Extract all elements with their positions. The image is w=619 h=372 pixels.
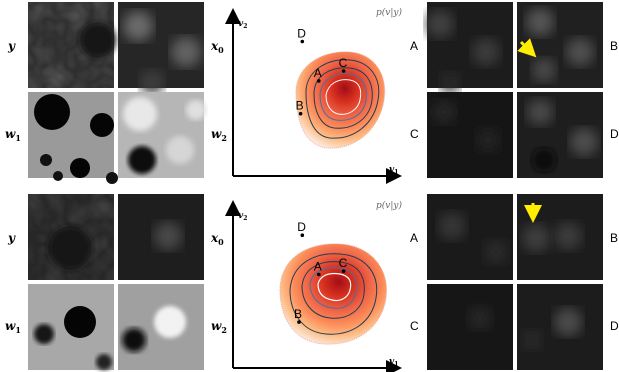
posterior-density <box>295 51 386 149</box>
axis-label-v1: v1 <box>389 357 398 368</box>
latent-point-label-c: C <box>339 56 348 70</box>
axis-label-v2: v2 <box>238 211 247 222</box>
density-label: p(v|y) <box>376 200 402 211</box>
latent-point-label-a: A <box>314 260 322 274</box>
row-1: y w1 <box>5 2 619 184</box>
observation-blurred-image <box>118 194 204 280</box>
input-label-x0: x0 <box>210 39 224 55</box>
sample-label-b: B <box>610 39 618 53</box>
input-label-w2: w2 <box>211 127 227 143</box>
mask-blurred-image <box>118 92 206 178</box>
sample-grid <box>426 2 603 178</box>
mask-image <box>28 92 118 184</box>
observation-image <box>28 2 116 88</box>
latent-axes: v2 v1 p(v|y) <box>225 7 402 184</box>
sample-a <box>427 194 513 280</box>
yellow-arrow-icon <box>517 38 537 58</box>
sample-c <box>427 92 513 178</box>
sample-label-a: A <box>410 231 418 245</box>
latent-point-c <box>341 69 346 73</box>
row-label-w: w1 <box>5 127 21 143</box>
latent-point-label-b: B <box>296 99 304 113</box>
latent-axes: v2 v1 p(v|y) <box>225 200 402 372</box>
density-label: p(v|y) <box>376 7 402 18</box>
latent-point-label-c: C <box>339 256 348 270</box>
latent-point-b <box>298 111 303 116</box>
row-label-y: y <box>7 231 16 245</box>
input-label-x0: x0 <box>210 231 224 247</box>
row-label-y: y <box>7 39 16 53</box>
sample-a <box>426 2 513 92</box>
latent-point-label-d: D <box>297 220 306 234</box>
latent-point-d <box>300 39 305 44</box>
mask-blurred-image <box>118 284 204 370</box>
posterior-density <box>279 243 388 345</box>
latent-point-b <box>297 320 301 324</box>
sample-d <box>517 284 603 370</box>
sample-c <box>427 284 513 370</box>
sample-label-c: C <box>410 127 419 141</box>
row-2: y w1 x0 w2 v2 v1 <box>5 194 619 372</box>
input-label-w2: w2 <box>211 319 227 335</box>
sample-d <box>517 92 603 178</box>
sample-label-d: D <box>610 127 619 141</box>
latent-point-d <box>300 233 305 237</box>
latent-point-c <box>341 269 346 274</box>
latent-points: A B C D <box>294 220 348 324</box>
row-label-w: w1 <box>5 319 21 335</box>
latent-point-a <box>317 272 321 277</box>
sample-label-b: B <box>610 231 618 245</box>
observation-image <box>28 194 114 280</box>
latent-point-label-d: D <box>297 27 306 41</box>
sample-label-d: D <box>610 319 619 333</box>
sample-grid <box>427 194 603 370</box>
axis-label-v1: v1 <box>389 165 398 176</box>
sample-label-c: C <box>410 319 419 333</box>
sample-label-a: A <box>410 39 418 53</box>
observation-blurred-image <box>118 2 204 94</box>
latent-point-label-b: B <box>294 307 302 321</box>
latent-point-a <box>317 79 321 83</box>
axis-label-v2: v2 <box>238 19 247 30</box>
latent-point-label-a: A <box>314 66 322 80</box>
latent-points: A B C D <box>296 27 348 116</box>
mask-image <box>28 284 114 370</box>
sample-b <box>517 2 603 88</box>
sample-b <box>517 194 603 280</box>
